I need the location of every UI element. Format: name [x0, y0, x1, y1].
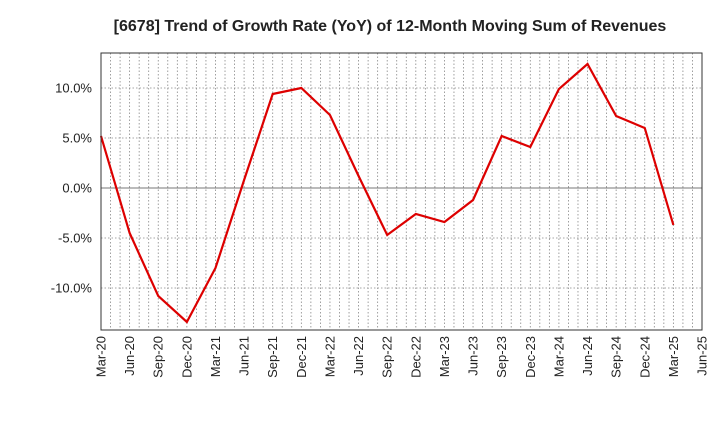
grid [100, 53, 703, 330]
y-tick-label: 0.0% [62, 181, 92, 196]
x-tick-label: Jun-20 [122, 336, 137, 376]
y-tick-label: 5.0% [62, 131, 92, 146]
y-tick-label: -5.0% [58, 231, 92, 246]
x-tick-label: Jun-25 [695, 336, 710, 376]
x-tick-label: Dec-24 [637, 336, 652, 378]
x-tick-label: Mar-21 [208, 336, 223, 377]
x-tick-label: Dec-20 [179, 336, 194, 378]
x-tick-label: Sep-20 [151, 336, 166, 378]
x-tick-label: Mar-20 [94, 336, 109, 377]
y-axis: 10.0% 5.0% 0.0% -5.0% -10.0% [51, 81, 93, 296]
x-tick-label: Mar-22 [322, 336, 337, 377]
x-tick-label: Mar-23 [437, 336, 452, 377]
x-tick-label: Dec-22 [408, 336, 423, 378]
x-tick-label: Sep-21 [265, 336, 280, 378]
x-tick-label: Jun-22 [351, 336, 366, 376]
x-tick-label: Jun-24 [580, 336, 595, 376]
x-tick-label: Sep-22 [380, 336, 395, 378]
x-tick-label: Mar-24 [551, 336, 566, 377]
x-tick-label: Dec-21 [294, 336, 309, 378]
y-tick-label: -10.0% [51, 281, 93, 296]
x-tick-label: Mar-25 [666, 336, 681, 377]
x-tick-label: Sep-24 [609, 336, 624, 378]
series-line [99, 62, 675, 324]
x-tick-label: Jun-23 [466, 336, 481, 376]
x-tick-label: Jun-21 [237, 336, 252, 376]
x-tick-label: Sep-23 [494, 336, 509, 378]
chart-title: [6678] Trend of Growth Rate (YoY) of 12-… [114, 18, 667, 35]
y-tick-label: 10.0% [55, 81, 92, 96]
plot-frame [100, 52, 703, 331]
x-axis: Mar-20 Jun-20 Sep-20 Dec-20 Mar-21 Jun-21 Sep-… [94, 336, 710, 378]
series [99, 62, 675, 324]
x-tick-label: Dec-23 [523, 336, 538, 378]
